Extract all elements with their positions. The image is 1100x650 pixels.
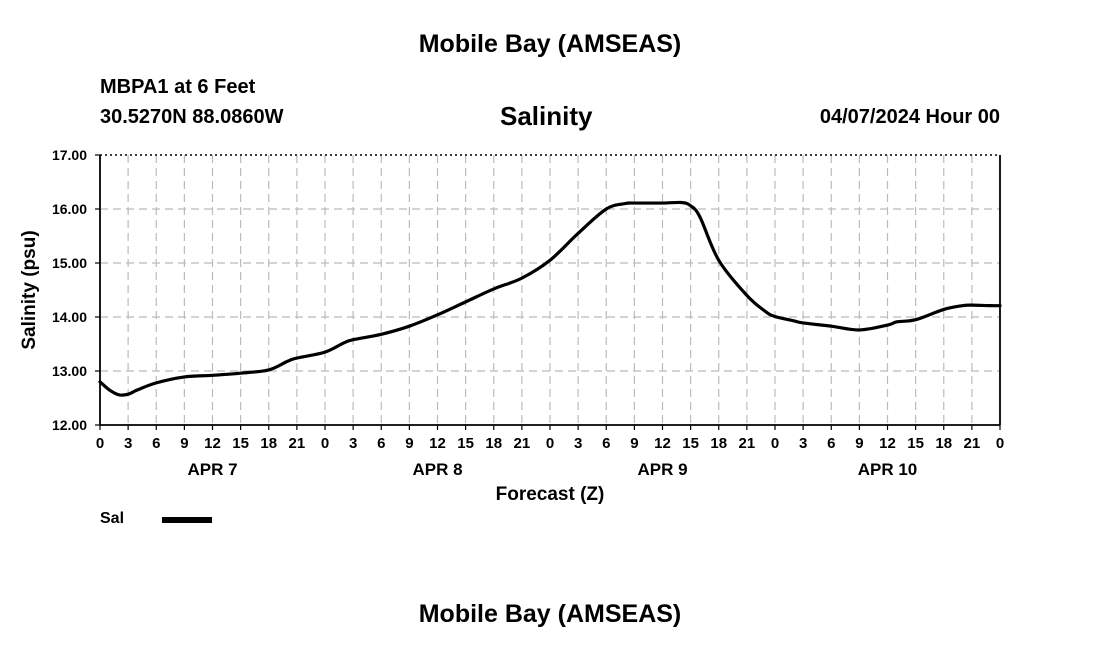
x-tick-label: 12 [429,435,446,452]
x-tick-label: 0 [96,435,104,452]
x-tick-label: 21 [964,435,981,452]
x-tick-label: 15 [232,435,249,452]
x-tick-label: 6 [827,435,835,452]
x-tick-label: 3 [124,435,132,452]
station-label: MBPA1 at 6 Feet [100,76,256,98]
x-axis-label: Forecast (Z) [496,484,605,505]
series-line-sal [98,200,1002,397]
x-tick-label: 6 [377,435,385,452]
date-label: APR 9 [637,460,687,479]
x-tick-label: 12 [204,435,221,452]
x-tick-label: 18 [935,435,952,452]
date-label: APR 10 [858,460,918,479]
date-label: APR 7 [187,460,237,479]
x-tick-label: 18 [710,435,727,452]
x-tick-label: 6 [602,435,610,452]
x-tick-label: 3 [799,435,807,452]
x-tick-label: 9 [630,435,638,452]
x-tick-label: 15 [457,435,474,452]
y-tick-label: 17.00 [52,147,87,163]
x-tick-label: 9 [180,435,188,452]
y-tick-label: 15.00 [52,255,87,271]
forecast-run-time: 04/07/2024 Hour 00 [819,106,1000,128]
x-tick-label: 21 [514,435,531,452]
y-tick-label: 13.00 [52,363,87,379]
chart-footer-title: Mobile Bay (AMSEAS) [418,600,682,628]
station-coordinates: 30.5270N 88.0860W [100,106,284,128]
x-tick-label: 18 [485,435,502,452]
x-tick-label: 18 [260,435,277,452]
x-tick-label: 6 [152,435,160,452]
x-tick-label: 21 [739,435,756,452]
x-tick-label: 0 [771,435,779,452]
legend-swatch [162,517,212,523]
chart-title: Salinity [500,101,593,131]
x-tick-label: 0 [321,435,329,452]
x-tick-label: 3 [574,435,582,452]
x-tick-label: 9 [405,435,413,452]
y-axis-label: Salinity (psu) [19,230,40,349]
x-tick-label: 3 [349,435,357,452]
x-tick-label: 21 [289,435,306,452]
y-tick-label: 12.00 [52,417,87,433]
y-tick-label: 16.00 [52,201,87,217]
date-label: APR 8 [412,460,462,479]
x-tick-label: 15 [907,435,924,452]
legend-label: Sal [100,510,125,527]
chart-main-title: Mobile Bay (AMSEAS) [418,30,682,58]
x-tick-label: 15 [682,435,699,452]
x-tick-label: 0 [996,435,1004,452]
x-tick-label: 0 [546,435,554,452]
x-tick-label: 12 [654,435,671,452]
x-tick-label: 9 [855,435,863,452]
x-tick-label: 12 [879,435,896,452]
y-tick-label: 14.00 [52,309,87,325]
